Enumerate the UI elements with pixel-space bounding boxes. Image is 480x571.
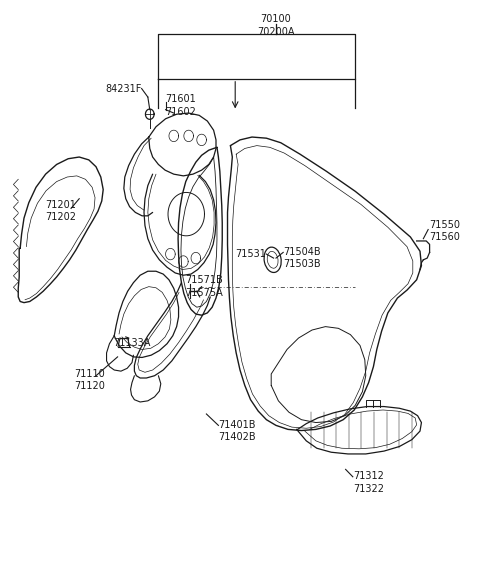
Text: 71312
71322: 71312 71322 bbox=[353, 471, 384, 494]
Text: 71504B
71503B: 71504B 71503B bbox=[283, 247, 321, 270]
Text: 70100
70200A: 70100 70200A bbox=[257, 14, 295, 37]
Text: 71550
71560: 71550 71560 bbox=[430, 220, 461, 243]
Text: 71571B
71575A: 71571B 71575A bbox=[185, 275, 223, 298]
Text: 71133A: 71133A bbox=[113, 337, 150, 348]
Text: 71110
71120: 71110 71120 bbox=[74, 368, 105, 391]
Text: 71201
71202: 71201 71202 bbox=[46, 200, 77, 223]
Text: 71531: 71531 bbox=[236, 249, 266, 259]
Text: 71601
71602: 71601 71602 bbox=[166, 94, 196, 117]
Text: 84231F: 84231F bbox=[105, 83, 142, 94]
Text: 71401B
71402B: 71401B 71402B bbox=[218, 420, 256, 443]
